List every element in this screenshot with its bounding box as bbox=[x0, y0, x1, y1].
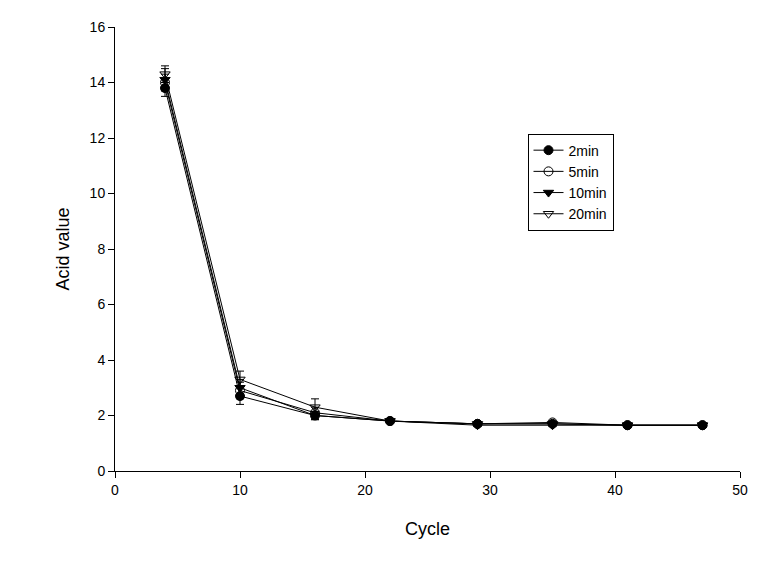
svg-text:10: 10 bbox=[90, 185, 106, 201]
svg-text:2: 2 bbox=[97, 407, 105, 423]
svg-text:Cycle: Cycle bbox=[405, 519, 450, 539]
svg-text:0: 0 bbox=[111, 482, 119, 498]
svg-text:14: 14 bbox=[90, 74, 106, 90]
svg-text:40: 40 bbox=[607, 482, 623, 498]
svg-text:16: 16 bbox=[90, 19, 106, 35]
svg-text:12: 12 bbox=[90, 130, 106, 146]
svg-text:Acid value: Acid value bbox=[53, 207, 73, 290]
svg-text:6: 6 bbox=[97, 296, 105, 312]
svg-text:30: 30 bbox=[482, 482, 498, 498]
svg-text:20: 20 bbox=[357, 482, 373, 498]
svg-text:10: 10 bbox=[232, 482, 248, 498]
svg-text:20min: 20min bbox=[569, 206, 607, 222]
svg-text:10min: 10min bbox=[569, 185, 607, 201]
svg-text:8: 8 bbox=[97, 241, 105, 257]
svg-text:50: 50 bbox=[732, 482, 748, 498]
svg-text:2min: 2min bbox=[569, 143, 599, 159]
svg-text:5min: 5min bbox=[569, 164, 599, 180]
svg-text:0: 0 bbox=[97, 463, 105, 479]
svg-text:4: 4 bbox=[97, 352, 105, 368]
